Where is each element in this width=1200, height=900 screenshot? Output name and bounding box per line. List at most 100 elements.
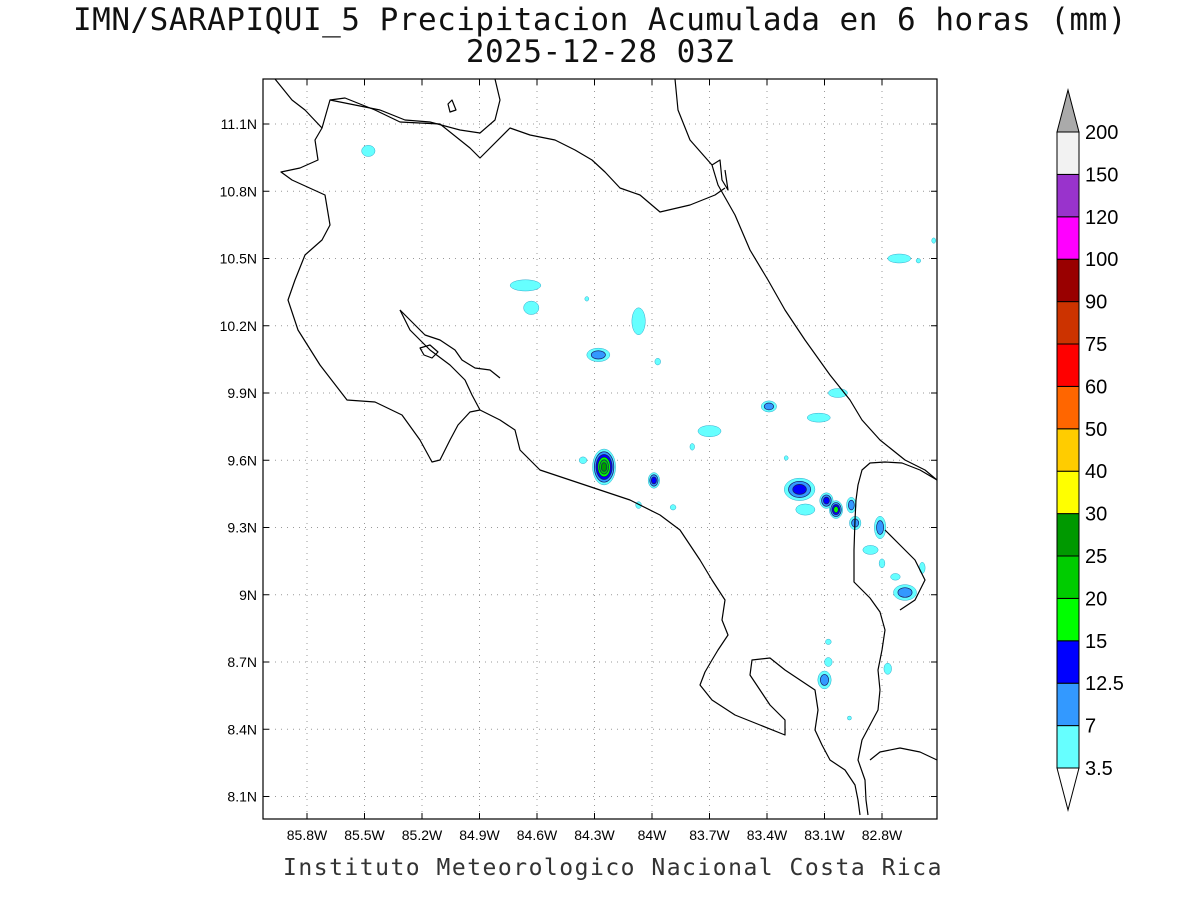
- precip-contour: [669, 504, 677, 511]
- precip-cell: [874, 516, 887, 539]
- x-tick-label: 84.6W: [517, 827, 558, 843]
- precip-contour: [897, 587, 913, 598]
- y-tick-label: 11.1N: [221, 116, 257, 132]
- colorbar-swatch: [1056, 301, 1080, 345]
- axis-ticks: 85.8W 85.5W 85.2W 84.9W 84.6W 84.3W 84W 83.7W 83…: [220, 79, 937, 843]
- x-tick-label: 84W: [638, 827, 668, 843]
- coastline-panama-south: [869, 747, 937, 761]
- x-tick-label: 84.3W: [574, 827, 615, 843]
- colorbar-swatch: [1056, 597, 1080, 642]
- coastline-borders: [274, 79, 937, 816]
- colorbar-label: 7: [1085, 716, 1096, 738]
- precip-cell: [654, 358, 661, 366]
- precip-cell: [761, 400, 777, 413]
- x-tick-label: 83.7W: [689, 827, 730, 843]
- colorbar-label: 60: [1085, 376, 1107, 398]
- colorbar-label: 40: [1085, 461, 1107, 483]
- precip-contour: [823, 496, 830, 505]
- precip-cell: [862, 545, 879, 555]
- colorbar: 3.5 7 12.5 15 20 25 30 40 50 60 75 90 100 120 150 200: [1056, 88, 1124, 812]
- precip-contour: [807, 412, 831, 423]
- colorbar-label: 12.5: [1085, 673, 1124, 695]
- coastline-nicaragua-north: [274, 79, 481, 463]
- y-tick-label: 10.5N: [220, 251, 257, 267]
- x-tick-label: 85.8W: [287, 827, 328, 843]
- colorbar-swatch: [1056, 173, 1080, 218]
- colorbar-swatch: [1056, 513, 1080, 557]
- precip-cell: [783, 455, 789, 461]
- precip-contour: [890, 573, 901, 581]
- colorbar-swatch: [1056, 343, 1080, 387]
- colorbar-label: 3.5: [1085, 758, 1113, 780]
- y-tick-label: 9N: [239, 587, 257, 603]
- x-tick-label: 83.4W: [747, 827, 788, 843]
- coastline-caribbean-point: [711, 159, 729, 191]
- precip-contour: [578, 456, 588, 464]
- precip-cell: [697, 425, 722, 437]
- map-valid-time: 2025-12-28 03Z: [465, 34, 735, 70]
- colorbar-label: 100: [1085, 249, 1118, 271]
- precip-cell: [847, 715, 852, 721]
- lat-lon-grid: [263, 79, 937, 819]
- colorbar-label: 150: [1085, 164, 1118, 186]
- border-costa-rica-nicaragua: [321, 97, 726, 213]
- precip-contour: [878, 558, 886, 569]
- precip-cell: [890, 573, 901, 581]
- colorbar-label: 15: [1085, 631, 1107, 653]
- precip-cell: [829, 500, 843, 519]
- precip-contour: [651, 476, 657, 485]
- precip-contour: [590, 350, 606, 360]
- precip-cell: [631, 307, 646, 335]
- precip-cell: [931, 237, 936, 244]
- precip-cell: [647, 472, 660, 489]
- precip-contour: [883, 662, 892, 675]
- y-tick-label: 10.2N: [220, 318, 257, 334]
- precip-cell: [915, 258, 921, 264]
- border-costa-rica-panama: [853, 461, 937, 816]
- colorbar-over-arrow: [1056, 88, 1080, 133]
- y-tick-label: 8.4N: [227, 721, 257, 737]
- precip-contour: [847, 715, 852, 721]
- x-tick-label: 83.1W: [804, 827, 845, 843]
- y-tick-label: 8.1N: [227, 789, 257, 805]
- precip-contour: [509, 279, 542, 292]
- colorbar-swatch: [1056, 555, 1080, 599]
- precip-contour: [862, 545, 879, 555]
- precip-contour: [697, 425, 722, 437]
- precip-contour: [631, 307, 646, 335]
- colorbar-swatch: [1056, 131, 1080, 175]
- precip-cell: [825, 638, 832, 645]
- x-tick-label: 84.9W: [459, 827, 500, 843]
- x-tick-label: 85.5W: [344, 827, 385, 843]
- colorbar-swatch: [1056, 470, 1080, 515]
- colorbar-swatch: [1056, 428, 1080, 472]
- precip-contour: [523, 300, 540, 315]
- precip-cell: [819, 492, 834, 509]
- colorbar-label: 30: [1085, 504, 1107, 526]
- precip-cell: [878, 558, 886, 569]
- y-tick-label: 10.8N: [220, 183, 257, 199]
- colorbar-swatch: [1056, 640, 1080, 684]
- precip-contour: [600, 462, 608, 472]
- colorbar-label: 90: [1085, 292, 1107, 314]
- x-tick-label: 82.8W: [862, 827, 903, 843]
- y-tick-label: 9.9N: [227, 385, 257, 401]
- map-title: IMN/SARAPIQUI_5 Precipitacion Acumulada …: [73, 2, 1127, 38]
- precip-contour: [915, 258, 921, 264]
- credit-text: Instituto Meteorologico Nacional Costa R…: [283, 855, 943, 881]
- precip-cell: [883, 662, 892, 675]
- colorbar-swatch: [1056, 258, 1080, 303]
- coastline-caribbean: [674, 79, 937, 481]
- precip-contour: [833, 506, 839, 514]
- precip-cell: [586, 347, 611, 362]
- precip-cell: [887, 253, 911, 264]
- precip-cell: [795, 503, 816, 516]
- precip-contour: [792, 484, 807, 495]
- precip-contour: [931, 237, 936, 244]
- map-frame: [262, 78, 938, 820]
- precip-cell: [584, 296, 590, 302]
- colorbar-swatch: [1056, 216, 1080, 260]
- precip-cell: [893, 584, 917, 601]
- colorbar-label: 50: [1085, 419, 1107, 441]
- colorbar-label: 200: [1085, 122, 1118, 144]
